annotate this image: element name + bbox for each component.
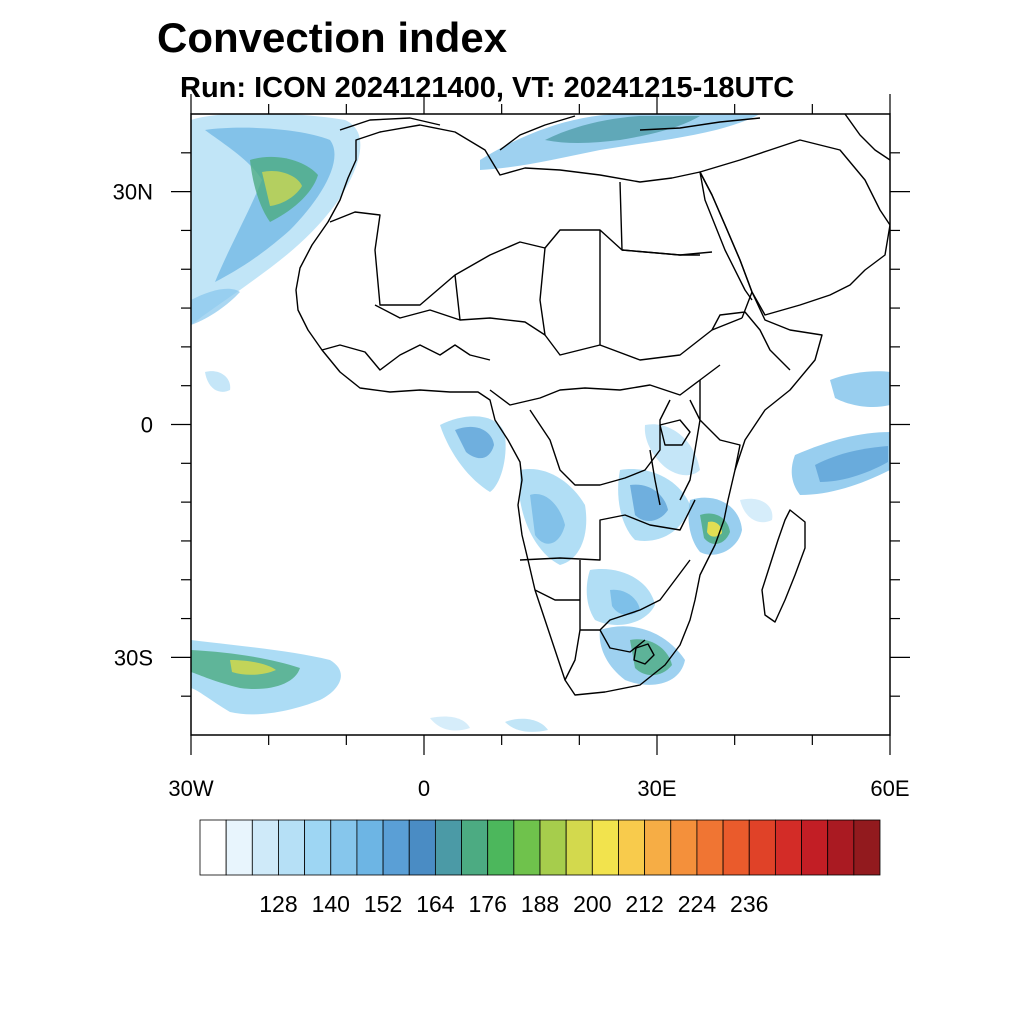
colorbar-swatch: [618, 819, 646, 876]
border-southern: [579, 559, 691, 653]
colorbar-label: 176: [469, 891, 507, 917]
colorbar-swatch: [330, 819, 358, 876]
colorbar-swatch: [539, 819, 567, 876]
colorbar-label: 200: [573, 891, 611, 917]
colorbar-label: 188: [521, 891, 559, 917]
colorbar-swatch: [251, 819, 279, 876]
madagascar-coastline: [761, 509, 806, 623]
colorbar-swatch: [644, 819, 672, 876]
colorbar-label: 140: [312, 891, 350, 917]
y-tick-label: 30S: [114, 645, 153, 670]
colorbar-swatch: [591, 819, 619, 876]
colorbar-label: 236: [730, 891, 768, 917]
y-tick-label: 30N: [113, 180, 153, 205]
convection-shading: [191, 114, 890, 732]
shade-south-patch: [505, 718, 548, 732]
x-tick-label: 60E: [870, 776, 909, 801]
shade-madagascar-east: [740, 498, 773, 523]
colorbar-swatch: [853, 819, 881, 876]
colorbar: [199, 819, 881, 876]
colorbar-swatch: [356, 819, 384, 876]
x-tick-label: 30W: [168, 776, 213, 801]
arabia-coastline: [699, 139, 890, 316]
colorbar-label: 128: [259, 891, 297, 917]
caspian-coast: [844, 114, 890, 161]
shade-nw-atlantic-peak: [262, 170, 302, 206]
colorbar-swatch: [748, 819, 776, 876]
y-tick-label: 0: [141, 413, 153, 438]
colorbar-swatch: [461, 819, 489, 876]
africa-coastline: [295, 124, 823, 696]
shade-east-africa: [644, 424, 700, 476]
colorbar-swatch: [434, 819, 462, 876]
colorbar-swatch: [382, 819, 410, 876]
red-sea: [699, 171, 753, 301]
lake-victoria: [659, 419, 691, 446]
shade-indian-ocean-core: [815, 446, 888, 482]
page-title: Convection index: [157, 14, 508, 61]
shade-mediterranean-core: [545, 116, 700, 144]
coastlines-borders: [295, 114, 890, 696]
colorbar-swatch: [801, 819, 829, 876]
border-mali-niger: [454, 181, 623, 345]
lake-tanganyika: [649, 449, 661, 506]
shade-botswana-core: [610, 589, 640, 615]
axis-ticks: [171, 94, 910, 755]
lesotho: [633, 643, 655, 665]
border-sahara: [329, 211, 713, 306]
shade-canary-patch: [191, 288, 240, 325]
x-tick-label: 30E: [637, 776, 676, 801]
page-subtitle: Run: ICON 2024121400, VT: 20241215-18UTC: [180, 72, 795, 104]
shade-ne-indian: [830, 371, 890, 408]
border-sahel: [374, 304, 743, 361]
border-congo: [529, 399, 671, 486]
shade-west-patch: [205, 371, 231, 392]
colorbar-labels: 128 140 152 164 176 188 200 212 224 236: [259, 891, 768, 917]
europe-coastline: [499, 115, 761, 151]
shade-mediterranean: [480, 114, 760, 170]
shade-gulf-guinea-core: [455, 426, 494, 459]
shade-sw-atlantic-peak: [230, 660, 276, 675]
shade-south-atlantic-patch: [430, 716, 470, 731]
colorbar-label: 224: [678, 891, 717, 917]
colorbar-label: 164: [416, 891, 455, 917]
colorbar-swatch: [513, 819, 541, 876]
colorbar-swatch: [565, 819, 593, 876]
colorbar-swatch: [199, 819, 227, 876]
shade-mozambique-peak: [707, 521, 722, 537]
colorbar-swatch: [304, 819, 332, 876]
colorbar-swatch: [487, 819, 515, 876]
colorbar-swatch: [278, 819, 306, 876]
border-central: [489, 364, 721, 406]
colorbar-swatch: [827, 819, 855, 876]
shade-angola-core: [530, 494, 565, 544]
border-angola-zambia: [519, 499, 696, 561]
x-tick-label: 0: [418, 776, 430, 801]
colorbar-swatch: [408, 819, 436, 876]
shade-zambia-core: [630, 484, 668, 522]
colorbar-swatch: [696, 819, 724, 876]
border-west-africa: [321, 344, 491, 371]
iberia-coastline: [339, 117, 441, 131]
colorbar-label: 212: [625, 891, 663, 917]
nile-border: [621, 249, 700, 256]
colorbar-swatch: [722, 819, 750, 876]
border-namibia: [534, 589, 581, 681]
border-east: [679, 380, 741, 501]
axis-tick-labels: 30W 0 30E 60E 30N 0 30S: [113, 180, 910, 801]
colorbar-swatch: [225, 819, 253, 876]
ethiopia-border: [711, 291, 791, 371]
colorbar-swatch: [774, 819, 802, 876]
colorbar-label: 152: [364, 891, 402, 917]
colorbar-swatch: [670, 819, 698, 876]
